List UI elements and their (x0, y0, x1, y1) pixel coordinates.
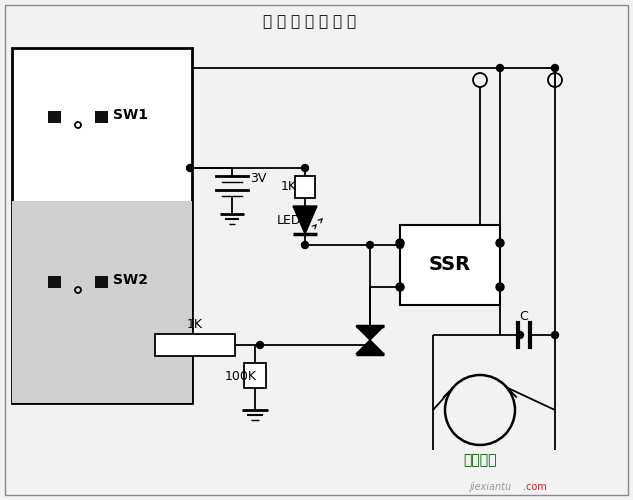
Text: SW2: SW2 (113, 273, 148, 287)
Bar (295, 176, 315, 198)
Text: SSR: SSR (429, 256, 471, 274)
Circle shape (551, 332, 558, 338)
Text: SW1: SW1 (113, 108, 148, 122)
Text: 水泵马达: 水泵马达 (463, 453, 497, 467)
Bar (95, 276, 108, 288)
Circle shape (551, 64, 558, 71)
Circle shape (396, 284, 403, 290)
Circle shape (496, 239, 504, 247)
Text: jiexiantu: jiexiantu (469, 482, 511, 492)
Circle shape (396, 242, 403, 248)
Circle shape (517, 332, 523, 338)
Text: 1K: 1K (281, 180, 297, 192)
Text: C: C (520, 310, 529, 324)
Text: 1K: 1K (187, 318, 203, 332)
Polygon shape (356, 340, 384, 354)
Circle shape (187, 164, 194, 172)
Circle shape (396, 239, 404, 247)
Circle shape (256, 342, 263, 348)
Circle shape (301, 242, 308, 248)
Polygon shape (356, 326, 384, 340)
Text: 100K: 100K (225, 370, 257, 382)
Circle shape (496, 64, 503, 71)
Text: 3V: 3V (250, 172, 266, 184)
Bar (48, 276, 61, 288)
Bar (400, 225, 500, 305)
Bar (48, 111, 61, 123)
Text: LED: LED (277, 214, 301, 226)
Circle shape (367, 242, 373, 248)
Circle shape (396, 283, 404, 291)
Bar (95, 111, 108, 123)
Bar (244, 363, 266, 388)
Bar (12, 200, 192, 403)
Polygon shape (293, 206, 317, 234)
Bar (155, 334, 235, 356)
Text: .com: .com (523, 482, 547, 492)
Circle shape (496, 283, 504, 291)
Circle shape (301, 164, 308, 172)
Text: 自 动 抽 水 控 制 器: 自 动 抽 水 控 制 器 (263, 14, 356, 30)
Bar (12, 48, 192, 403)
